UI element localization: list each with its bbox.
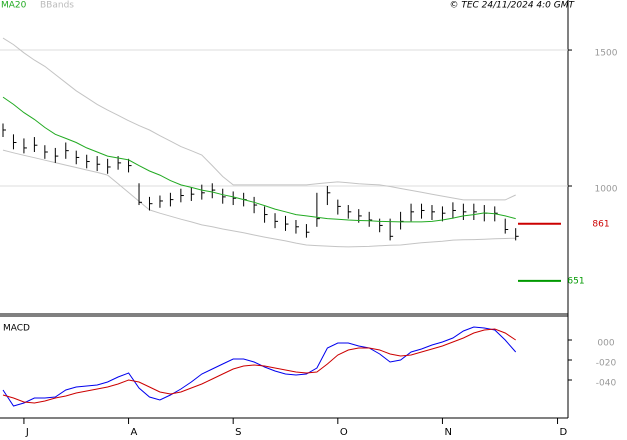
y-tick-label: -020: [596, 359, 617, 369]
bband-lower: [2, 149, 516, 248]
level-label: 651: [567, 276, 584, 286]
y-tick-label: 1500: [595, 49, 618, 59]
y-tick-label: 000: [597, 339, 614, 349]
legend-bbands: BBands: [40, 1, 74, 11]
x-tick-label: A: [131, 427, 138, 438]
macd-line: [2, 326, 517, 407]
macd-line: [2, 328, 516, 404]
bband-upper: [2, 37, 516, 201]
x-tick-label: D: [560, 427, 568, 438]
legend-ma20: MA20: [1, 1, 27, 11]
level-label: 861: [592, 219, 609, 229]
copyright: © TEC 24/11/2024 4:0 GMT: [449, 1, 575, 11]
y-tick-label: 1000: [595, 185, 618, 195]
x-tick-label: N: [444, 427, 451, 438]
x-tick-label: J: [25, 427, 29, 438]
x-tick-label: S: [235, 427, 241, 438]
macd-title: MACD: [3, 324, 30, 334]
x-tick-label: O: [340, 427, 348, 438]
ma-line: [2, 96, 516, 223]
y-tick-label: -040: [596, 379, 617, 389]
